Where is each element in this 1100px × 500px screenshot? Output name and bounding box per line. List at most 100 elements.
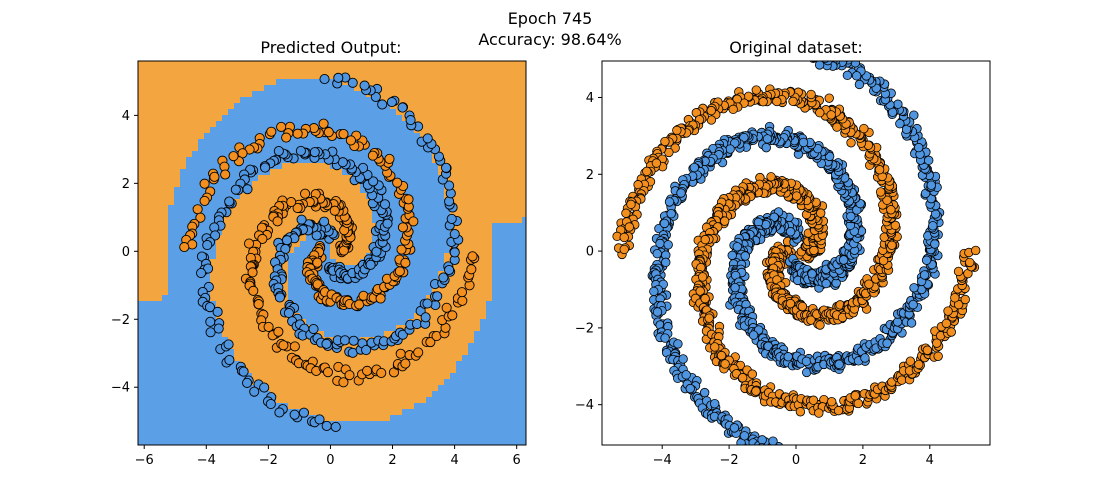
decision-cell <box>486 331 493 338</box>
decision-cell <box>180 325 187 332</box>
decision-cell <box>486 205 493 212</box>
decision-cell <box>402 61 409 68</box>
decision-cell <box>444 133 451 140</box>
decision-cell <box>156 313 163 320</box>
decision-cell <box>282 163 289 170</box>
decision-cell <box>138 121 145 128</box>
decision-cell <box>444 415 451 422</box>
decision-cell <box>204 415 211 422</box>
decision-cell <box>396 373 403 380</box>
decision-cell <box>366 61 373 68</box>
decision-cell <box>498 325 505 332</box>
decision-cell <box>336 103 343 110</box>
decision-cell <box>234 139 241 146</box>
decision-cell <box>480 427 487 434</box>
predicted-point <box>405 115 416 126</box>
decision-cell <box>378 115 385 122</box>
y-tick-label: −4 <box>111 381 130 396</box>
decision-cell <box>282 61 289 68</box>
decision-cell <box>246 337 253 344</box>
decision-cell <box>504 163 511 170</box>
decision-cell <box>456 307 463 314</box>
decision-cell <box>318 349 325 356</box>
decision-cell <box>354 91 361 98</box>
decision-cell <box>360 283 367 290</box>
decision-cell <box>270 67 277 74</box>
decision-cell <box>294 139 301 146</box>
decision-cell <box>144 169 151 176</box>
decision-cell <box>444 139 451 146</box>
decision-cell <box>324 277 331 284</box>
decision-cell <box>438 421 445 428</box>
decision-cell <box>354 97 361 104</box>
decision-cell <box>522 73 526 80</box>
decision-cell <box>144 373 151 380</box>
decision-cell <box>462 145 469 152</box>
decision-cell <box>480 121 487 128</box>
decision-cell <box>354 211 361 218</box>
decision-cell <box>474 247 481 254</box>
decision-cell <box>300 175 307 182</box>
decision-cell <box>162 109 169 116</box>
decision-cell <box>222 97 229 104</box>
decision-cell <box>210 253 217 260</box>
x-tick-label: −2 <box>259 453 278 468</box>
decision-cell <box>492 181 499 188</box>
decision-cell <box>288 439 295 445</box>
decision-cell <box>450 85 457 92</box>
decision-cell <box>444 91 451 98</box>
decision-cell <box>348 283 355 290</box>
decision-cell <box>210 85 217 92</box>
decision-cell <box>366 109 373 116</box>
decision-cell <box>498 97 505 104</box>
decision-cell <box>348 325 355 332</box>
decision-cell <box>480 181 487 188</box>
decision-cell <box>414 253 421 260</box>
decision-cell <box>426 175 433 182</box>
decision-cell <box>150 409 157 416</box>
decision-cell <box>210 289 217 296</box>
decision-cell <box>354 289 361 296</box>
decision-cell <box>192 115 199 122</box>
decision-cell <box>180 403 187 410</box>
decision-cell <box>168 151 175 158</box>
decision-cell <box>342 199 349 206</box>
decision-cell <box>174 229 181 236</box>
decision-cell <box>348 73 355 80</box>
decision-cell <box>486 313 493 320</box>
decision-cell <box>468 247 475 254</box>
decision-cell <box>228 139 235 146</box>
decision-cell <box>180 391 187 398</box>
decision-cell <box>234 283 241 290</box>
decision-cell <box>246 385 253 392</box>
decision-cell <box>432 367 439 374</box>
decision-cell <box>438 61 445 68</box>
predicted-point <box>338 377 349 388</box>
decision-cell <box>276 373 283 380</box>
decision-cell <box>426 415 433 422</box>
decision-cell <box>468 217 475 224</box>
decision-cell <box>246 415 253 422</box>
decision-cell <box>288 139 295 146</box>
decision-cell <box>522 145 526 152</box>
decision-cell <box>462 337 469 344</box>
decision-cell <box>468 241 475 248</box>
decision-cell <box>192 181 199 188</box>
decision-cell <box>342 67 349 74</box>
decision-cell <box>396 211 403 218</box>
decision-cell <box>402 433 409 440</box>
predicted-point <box>348 335 359 346</box>
decision-cell <box>204 127 211 134</box>
decision-cell <box>282 391 289 398</box>
decision-cell <box>270 361 277 368</box>
decision-cell <box>510 277 517 284</box>
decision-cell <box>294 73 301 80</box>
decision-cell <box>360 121 367 128</box>
decision-cell <box>198 325 205 332</box>
decision-cell <box>168 79 175 86</box>
decision-cell <box>462 379 469 386</box>
decision-cell <box>252 331 259 338</box>
decision-cell <box>420 361 427 368</box>
decision-cell <box>354 313 361 320</box>
